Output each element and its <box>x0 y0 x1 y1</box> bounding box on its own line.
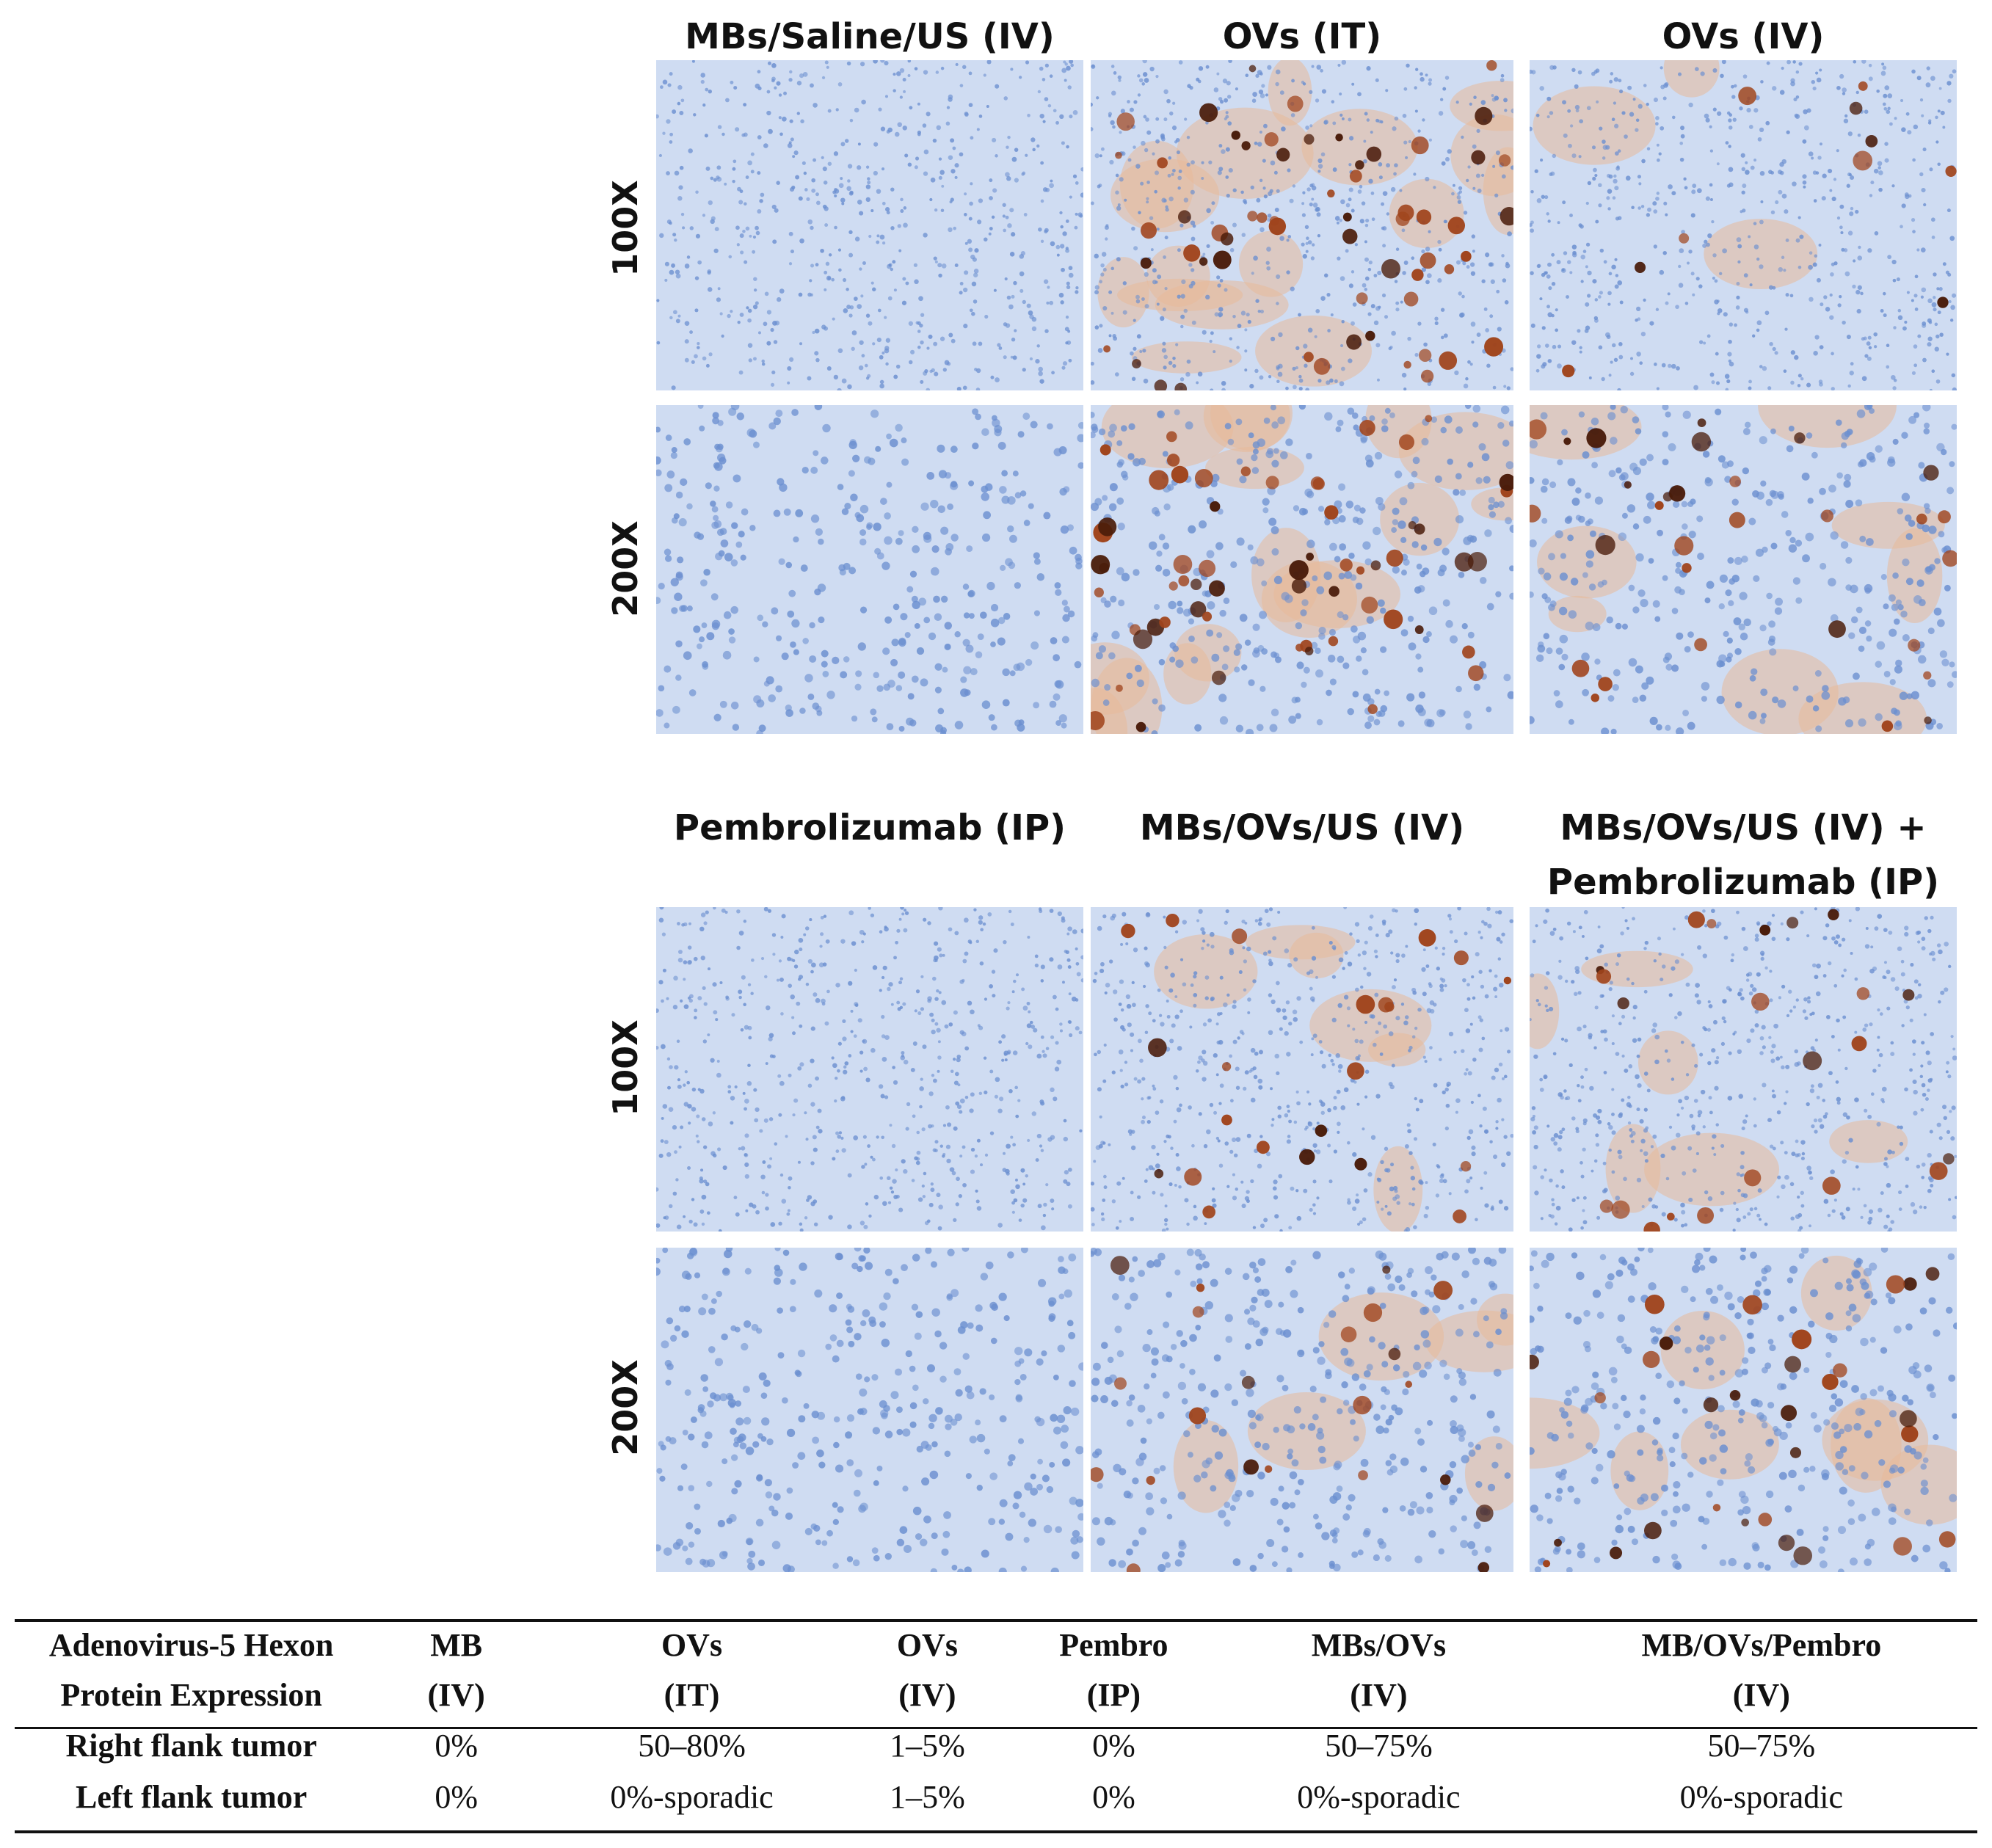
micrograph-pembrolizumab-100x <box>656 907 1083 1232</box>
micrograph-mbs-saline-100x <box>656 60 1083 390</box>
table-header-row: Adenovirus-5 Hexon Protein Expression MB(… <box>15 1620 1977 1720</box>
table-cell: 50–75% <box>1707 1728 1816 1764</box>
expression-table: Adenovirus-5 Hexon Protein Expression MB(… <box>15 1620 1977 1833</box>
table-cell: 1–5% <box>890 1728 965 1764</box>
micrograph-pembrolizumab-200x <box>656 1248 1083 1572</box>
header-cell-mbs-ovs: MBs/OVs (IV) <box>1311 1627 1447 1713</box>
micrograph-mbs-saline-200x <box>656 405 1083 734</box>
header-cell-ovs-it: OVs (IT) <box>661 1627 723 1713</box>
table-header-rule <box>15 1727 1977 1729</box>
micrograph-mbs-ovs-us-200x <box>1091 1248 1513 1572</box>
table-cell: 0% <box>1092 1779 1135 1815</box>
header-cell-title: Adenovirus-5 Hexon Protein Expression <box>48 1627 334 1713</box>
header-cell-ovs-iv: OVs (IV) <box>896 1627 958 1713</box>
row-header-right-flank: Right flank tumor <box>65 1728 317 1764</box>
row-label-200x-top: 200X <box>606 520 645 617</box>
column-header-ovs-it: OVs (IT) <box>1222 16 1382 57</box>
table-cell: 0%-sporadic <box>1297 1779 1461 1815</box>
column-header-combo-line1: MBs/OVs/US (IV) + <box>1560 807 1927 848</box>
micrograph-ovs-it-100x <box>1091 60 1513 390</box>
micrograph-ovs-iv-100x <box>1530 60 1957 390</box>
table-top-rule <box>15 1619 1977 1622</box>
table-cell: 0% <box>435 1779 478 1815</box>
micrograph-combo-200x <box>1530 1248 1957 1572</box>
table-cell: 0% <box>435 1728 478 1764</box>
micrograph-ovs-it-200x <box>1091 405 1513 734</box>
micrograph-mbs-ovs-us-100x <box>1091 907 1513 1232</box>
micrograph-ovs-iv-200x <box>1530 405 1957 734</box>
header-cell-mb: MB (IV) <box>427 1627 485 1713</box>
row-label-200x-bottom: 200X <box>606 1359 645 1456</box>
column-header-combo-line2: Pembrolizumab (IP) <box>1546 862 1940 903</box>
table-bottom-rule <box>15 1830 1977 1833</box>
column-header-mbs-ovs-us-iv: MBs/OVs/US (IV) <box>1139 807 1465 848</box>
table-cell: 0%-sporadic <box>610 1779 774 1815</box>
table-row: Right flank tumor 0% 50–80% 1–5% 0% 50–7… <box>15 1720 1977 1772</box>
row-header-left-flank: Left flank tumor <box>76 1779 308 1815</box>
column-header-pembrolizumab-ip: Pembrolizumab (IP) <box>673 807 1066 848</box>
micrograph-combo-100x <box>1530 907 1957 1232</box>
header-cell-mb-ovs-pembro: MB/OVs/Pembro (IV) <box>1641 1627 1882 1713</box>
table-cell: 50–75% <box>1325 1728 1433 1764</box>
header-cell-pembro: Pembro (IP) <box>1059 1627 1168 1713</box>
row-label-100x-bottom: 100X <box>606 1019 645 1116</box>
column-header-ovs-iv: OVs (IV) <box>1662 16 1825 57</box>
table-cell: 0% <box>1092 1728 1135 1764</box>
table-cell: 0%-sporadic <box>1679 1779 1844 1815</box>
table-cell: 50–80% <box>638 1728 746 1764</box>
row-label-100x-top: 100X <box>606 180 645 277</box>
table-row: Left flank tumor 0% 0%-sporadic 1–5% 0% … <box>15 1772 1977 1823</box>
table-cell: 1–5% <box>890 1779 965 1815</box>
column-header-mbs-saline-us-iv: MBs/Saline/US (IV) <box>685 16 1055 57</box>
